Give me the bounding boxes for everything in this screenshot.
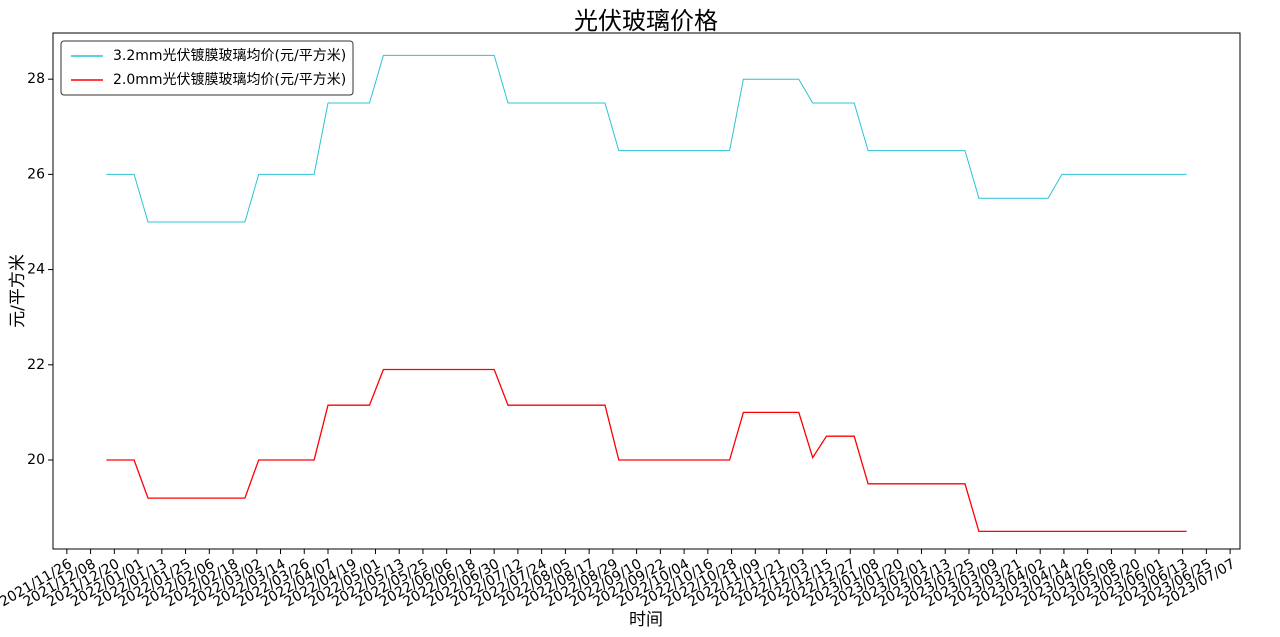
chart-title: 光伏玻璃价格 [574,7,718,35]
series-line [106,368,1187,533]
y-tick-label: 24 [27,262,45,278]
plot-frame [52,32,1241,550]
y-tick-label: 22 [27,357,45,373]
y-tick-label: 26 [27,166,45,182]
y-tick-label: 20 [27,452,45,468]
legend-label: 2.0mm光伏镀膜玻璃均价(元/平方米) [113,71,346,88]
legend-box [60,40,354,96]
y-axis-label: 元/平方米 [8,254,28,328]
series-line [106,54,1187,223]
legend-label: 3.2mm光伏镀膜玻璃均价(元/平方米) [113,47,346,64]
y-tick-label: 28 [27,71,45,87]
x-axis-label: 时间 [629,610,663,630]
